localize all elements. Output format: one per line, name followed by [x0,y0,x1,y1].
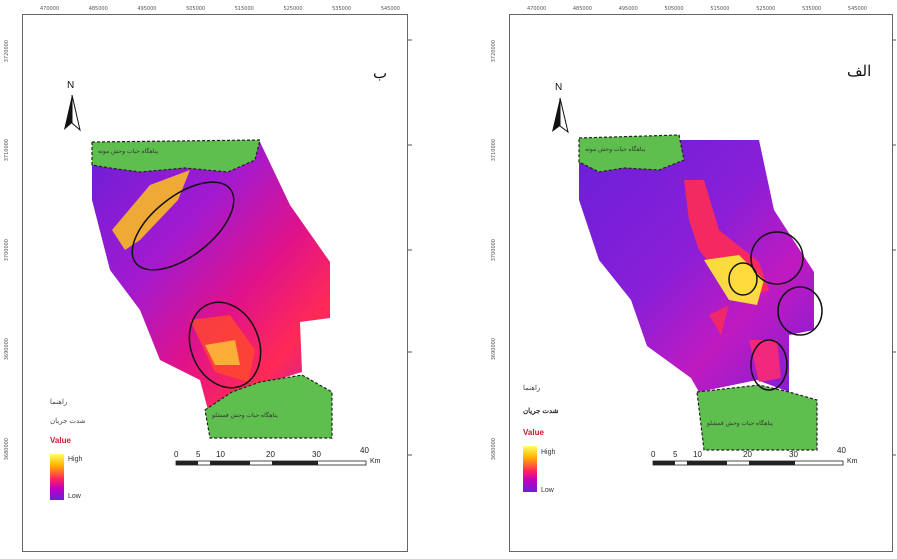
legend-subtitle: شدت جریان [50,418,86,425]
tick-label: 3690000 [4,338,10,361]
highlight-ellipse [188,301,262,389]
flow-raster [579,140,814,392]
map-panel-alef: 470000 485000 495000 505000 515000 52500… [459,0,897,559]
tick-label: 495000 [618,6,638,12]
scale-tick: 10 [693,450,702,459]
scale-unit: Km [370,458,381,465]
legend-value-label: Value [523,428,544,437]
scale-tick: 5 [196,450,201,459]
legend-value-label: Value [50,436,71,445]
region-label: پناهگاه حیات وحش قمشلو [212,413,278,419]
tick-label: 3690000 [491,338,497,361]
tick-label: 535000 [332,6,352,12]
legend-title: راهنما [50,399,68,406]
highlight-ellipse [750,339,788,391]
scale-tick: 30 [789,450,798,459]
protected-area-south [696,384,818,451]
map-b-canvas [64,39,412,466]
legend-high: High [68,456,83,463]
legend-low: Low [68,493,81,500]
tick-label: 505000 [186,6,206,12]
tick-label: 525000 [756,6,776,12]
legend-subtitle: شدت جریان [523,408,559,415]
north-arrow-icon [552,98,560,132]
north-arrow-icon [71,94,81,132]
north-label: N [555,82,563,93]
tick-label: 3700000 [491,238,497,262]
map-label: ب [373,64,388,82]
tick-label: 470000 [527,6,547,12]
scale-tick: 20 [266,450,275,459]
tick-label: 3700000 [4,238,10,262]
legend-color-ramp [523,446,537,492]
top-tick-row: 470000 485000 495000 505000 515000 52500… [527,6,867,12]
tick-label: 545000 [380,6,400,12]
scale-bar [652,460,844,466]
protected-area-north [578,134,685,173]
north-arrow-icon [559,97,569,134]
tick-label: 515000 [234,6,254,12]
high-flow-zone [205,340,240,365]
high-flow-zone [112,170,190,250]
tick-label: 485000 [88,6,108,12]
left-tick-col: 3720000 3710000 3700000 3690000 3680000 [491,40,507,460]
scale-tick: 40 [360,446,369,455]
tick-label: 515000 [710,6,730,12]
highlight-ellipse [131,181,235,271]
scale-unit: Km [847,458,858,465]
scale-tick: 10 [216,450,225,459]
scale-tick: 0 [174,450,179,459]
north-label: N [67,80,75,91]
scale-bar [175,460,367,466]
high-flow-zone [704,255,764,305]
map-panel-b: 470000 485000 495000 505000 515000 52500… [0,0,438,559]
region-label: پناهگاه حیات وحش موته [585,147,646,153]
tick-label: 3720000 [491,40,497,63]
legend-title: راهنما [523,385,541,392]
tick-label: 485000 [572,6,592,12]
scale-tick: 0 [651,450,656,459]
protected-area-north [91,139,261,173]
tick-label: 3710000 [491,139,497,162]
tick-label: 470000 [40,6,60,12]
tick-label: 545000 [847,6,867,12]
scale-bar-segment [653,461,675,465]
protected-area-south [204,374,333,439]
scale-bar-segment [749,461,795,465]
tick-label: 505000 [664,6,684,12]
high-flow-zone [709,305,729,335]
region-label: پناهگاه حیات وحش قمشلو [707,421,773,427]
tick-label: 495000 [137,6,157,12]
left-tick-col: 3720000 3710000 3700000 3690000 3680000 [4,40,20,460]
legend-high: High [541,449,556,456]
highlight-ellipse [750,231,804,285]
highlight-ellipse [777,286,823,336]
scale-bar-segment [210,461,250,465]
legend-color-ramp [50,454,64,500]
scale-tick: 40 [837,446,846,455]
north-arrow-icon [64,95,72,130]
map-label: الف [847,62,872,80]
highlight-ellipse [728,262,758,296]
tick-label: 3680000 [491,437,497,460]
scale-bar-segment [176,461,198,465]
top-tick-row: 470000 485000 495000 505000 515000 52500… [40,6,400,12]
scale-bar-segment [272,461,318,465]
tick-label: 3680000 [4,437,10,460]
region-label: پناهگاه حیات وحش موته [98,149,159,155]
scale-tick: 20 [743,450,752,459]
map-alef-canvas [552,39,896,466]
high-flow-zone [749,340,781,382]
tick-label: 525000 [283,6,303,12]
tick-label: 535000 [802,6,822,12]
legend-low: Low [541,487,554,494]
scale-tick: 5 [673,450,678,459]
scale-bar-segment [687,461,727,465]
tick-label: 3710000 [4,139,10,162]
scale-tick: 30 [312,450,321,459]
tick-label: 3720000 [4,40,10,63]
